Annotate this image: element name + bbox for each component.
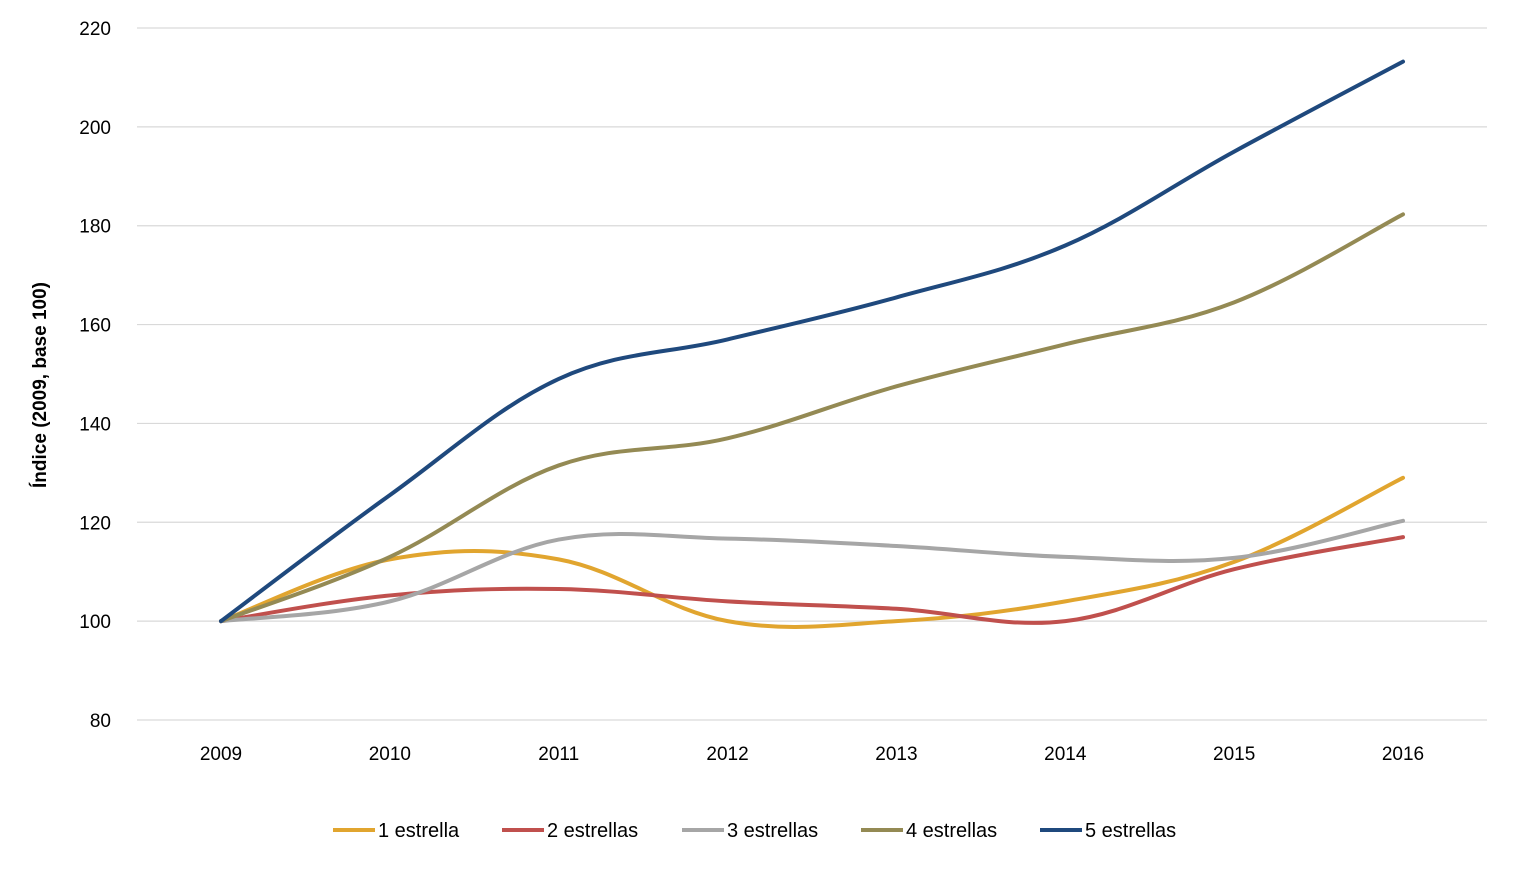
y-tick-label: 160	[79, 316, 111, 337]
legend-item-3: 3 estrellas	[682, 820, 818, 842]
legend-label: 1 estrella	[378, 820, 460, 842]
x-tick-label: 2014	[1044, 744, 1087, 765]
x-tick-label: 2012	[706, 744, 748, 765]
series-line-5	[219, 59, 1405, 624]
legend-label: 2 estrellas	[547, 820, 638, 842]
legend-label: 4 estrellas	[906, 820, 997, 842]
series-line-4	[219, 212, 1405, 624]
y-tick-label: 120	[79, 513, 111, 534]
legend: 1 estrella 2 estrellas 3 estrellas 4 estrel…	[333, 820, 1176, 842]
x-tick-label: 2015	[1213, 744, 1255, 765]
y-tick-label: 220	[79, 19, 111, 40]
legend-item-2: 2 estrellas	[502, 820, 638, 842]
x-tick-label: 2011	[538, 744, 579, 765]
y-tick-label: 180	[79, 217, 111, 238]
series-lines	[219, 59, 1405, 629]
x-tick-label: 2016	[1382, 744, 1424, 765]
y-axis-ticks: 80 100 120 140 160 180 200 220	[79, 19, 111, 732]
x-axis-ticks: 2009 2010 2011 2012 2013 2014 2015 2016	[200, 744, 1424, 765]
y-tick-label: 100	[79, 612, 111, 633]
gridlines	[137, 27, 1487, 721]
legend-item-5: 5 estrellas	[1040, 820, 1176, 842]
series-line-3	[219, 518, 1405, 624]
series-line-2	[219, 535, 1405, 625]
x-tick-label: 2009	[200, 744, 242, 765]
legend-item-1: 1 estrella	[333, 820, 460, 842]
legend-label: 5 estrellas	[1085, 820, 1176, 842]
series-line-1	[219, 475, 1405, 629]
y-tick-label: 140	[79, 414, 111, 435]
legend-item-4: 4 estrellas	[861, 820, 997, 842]
legend-label: 3 estrellas	[727, 820, 818, 842]
x-tick-label: 2010	[369, 744, 411, 765]
y-axis-title: Índice (2009, base 100)	[29, 282, 51, 488]
y-tick-label: 80	[90, 711, 111, 732]
y-tick-label: 200	[79, 118, 111, 139]
x-tick-label: 2013	[875, 744, 917, 765]
